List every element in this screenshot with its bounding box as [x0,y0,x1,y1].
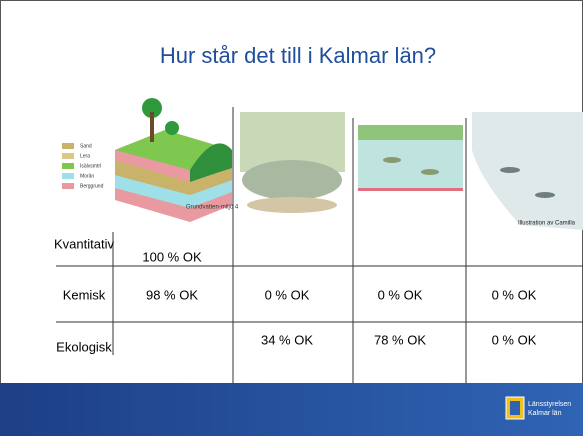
table-cell: 0 % OK [492,287,537,302]
lake-illustration [358,125,463,191]
legend-label: Sand [80,143,92,149]
legend-label: Isälvsmtrl [80,163,101,169]
table-cell: 98 % OK [146,287,198,302]
slide-title: Hur står det till i Kalmar län? [160,43,436,68]
table-cell: 34 % OK [261,332,313,347]
footer-band [0,383,583,436]
legend-label: Berggrund [80,183,104,189]
table-cell: 0 % OK [492,332,537,347]
table-cell: 78 % OK [374,332,426,347]
legend-label: Lera [80,153,90,159]
table-cell: 0 % OK [378,287,423,302]
row-label: Kemisk [63,287,106,302]
slide: Hur står det till i Kalmar län? Sand Ler… [0,0,583,436]
logo-text: Länsstyrelsen [528,401,571,408]
logo-text: Kalmar län [528,410,562,417]
credit: Illustration av Camilla [518,221,576,227]
table-cell: 100 % OK [142,249,202,264]
row-label: Ekologisk [56,339,112,354]
table-cell: 0 % OK [265,287,310,302]
row-label: Kvantitativ [54,236,114,251]
legend-label: Morän [80,173,94,179]
caption: Grundvatten-miljö 4 [186,205,239,211]
